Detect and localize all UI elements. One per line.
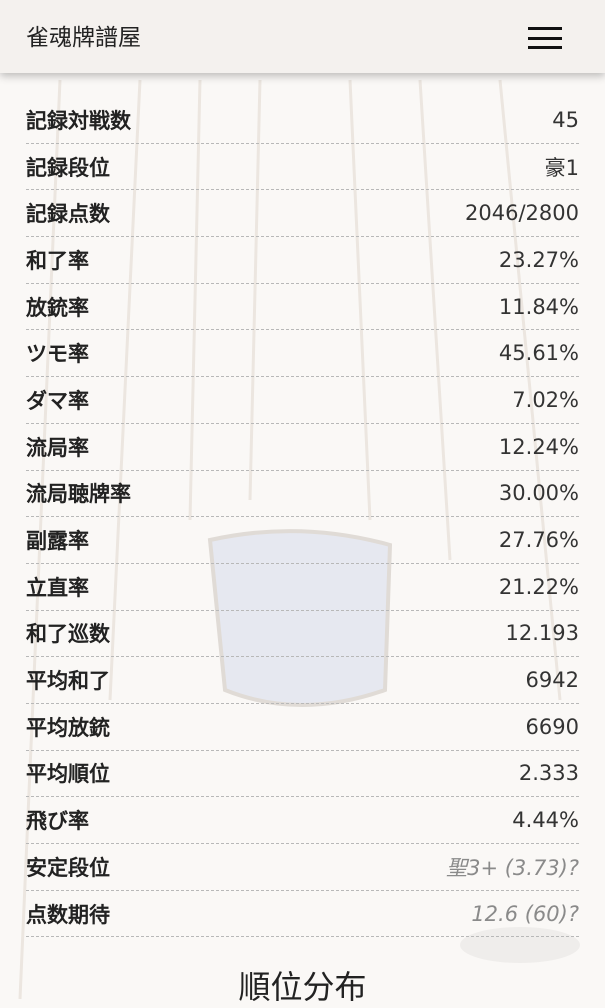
stat-label: 安定段位 (26, 855, 110, 880)
stat-value: 45 (552, 107, 579, 132)
stat-label: 放銃率 (26, 295, 89, 320)
stat-row: 立直率 21.22% (26, 564, 579, 611)
stat-label: 平均和了 (26, 669, 110, 694)
stat-label: ツモ率 (26, 342, 89, 367)
stat-row: 和了巡数 12.193 (26, 611, 579, 658)
stat-label: 記録点数 (26, 202, 110, 227)
stat-value: 21.22% (498, 574, 579, 599)
stat-value: 12.24% (498, 434, 579, 459)
stat-row: 平均放銃 6690 (26, 704, 579, 751)
stat-row: 点数期待 12.6 (60)? (26, 891, 579, 938)
stat-label: 流局聴牌率 (26, 482, 131, 507)
stat-value: 12.6 (60)? (471, 901, 579, 926)
stats-table: 記録対戦数 45 記録段位 豪1 記録点数 2046/2800 和了率 23.27% 放銃率 11… (26, 97, 579, 938)
stat-value: 7.02% (512, 387, 579, 412)
stat-row: 記録点数 2046/2800 (26, 190, 579, 238)
stat-row: 和了率 23.27% (26, 237, 579, 284)
stat-label: ダマ率 (26, 388, 89, 413)
hamburger-icon[interactable] (528, 27, 562, 49)
stat-label: 記録対戦数 (26, 108, 131, 133)
stat-row: ツモ率 45.61% (26, 330, 579, 378)
stat-label: 記録段位 (26, 155, 110, 180)
stat-label: 平均放銃 (26, 715, 110, 740)
stat-label: 平均順位 (26, 762, 110, 787)
stat-value: 45.61% (498, 341, 579, 366)
stat-label: 副露率 (26, 529, 89, 554)
stat-row: ダマ率 7.02% (26, 377, 579, 424)
stat-value: 27.76% (498, 528, 579, 553)
stat-value: 12.193 (505, 621, 579, 646)
stat-value: 2.333 (518, 761, 579, 786)
stat-label: 飛び率 (26, 809, 89, 834)
app-title: 雀魂牌譜屋 (26, 25, 141, 51)
stat-label: 和了率 (26, 248, 89, 273)
stat-label: 和了巡数 (26, 622, 110, 647)
stat-value: 聖3+ (3.73)? (446, 855, 579, 880)
stat-value: 30.00% (498, 481, 579, 506)
stat-row: 記録段位 豪1 (26, 144, 579, 191)
stat-row: 平均和了 6942 (26, 657, 579, 704)
stat-row: 流局聴牌率 30.00% (26, 471, 579, 518)
stat-row: 流局率 12.24% (26, 424, 579, 471)
stat-value: 23.27% (498, 247, 579, 272)
app-header: 雀魂牌譜屋 (0, 0, 605, 73)
rank-distribution-heading: 順位分布 (238, 968, 367, 1006)
stat-row: 飛び率 4.44% (26, 797, 579, 844)
stat-row: 放銃率 11.84% (26, 284, 579, 331)
stat-label: 流局率 (26, 435, 89, 460)
stat-value: 豪1 (544, 155, 579, 180)
stat-row: 安定段位 聖3+ (3.73)? (26, 844, 579, 891)
stat-value: 6942 (525, 668, 579, 693)
stat-row: 平均順位 2.333 (26, 751, 579, 798)
stat-value: 6690 (525, 714, 579, 739)
stat-label: 立直率 (26, 575, 89, 600)
stat-label: 点数期待 (26, 902, 110, 927)
stat-value: 4.44% (512, 808, 579, 833)
stat-value: 2046/2800 (465, 201, 579, 226)
stat-row: 記録対戦数 45 (26, 97, 579, 144)
stat-value: 11.84% (498, 294, 579, 319)
stat-row: 副露率 27.76% (26, 517, 579, 564)
